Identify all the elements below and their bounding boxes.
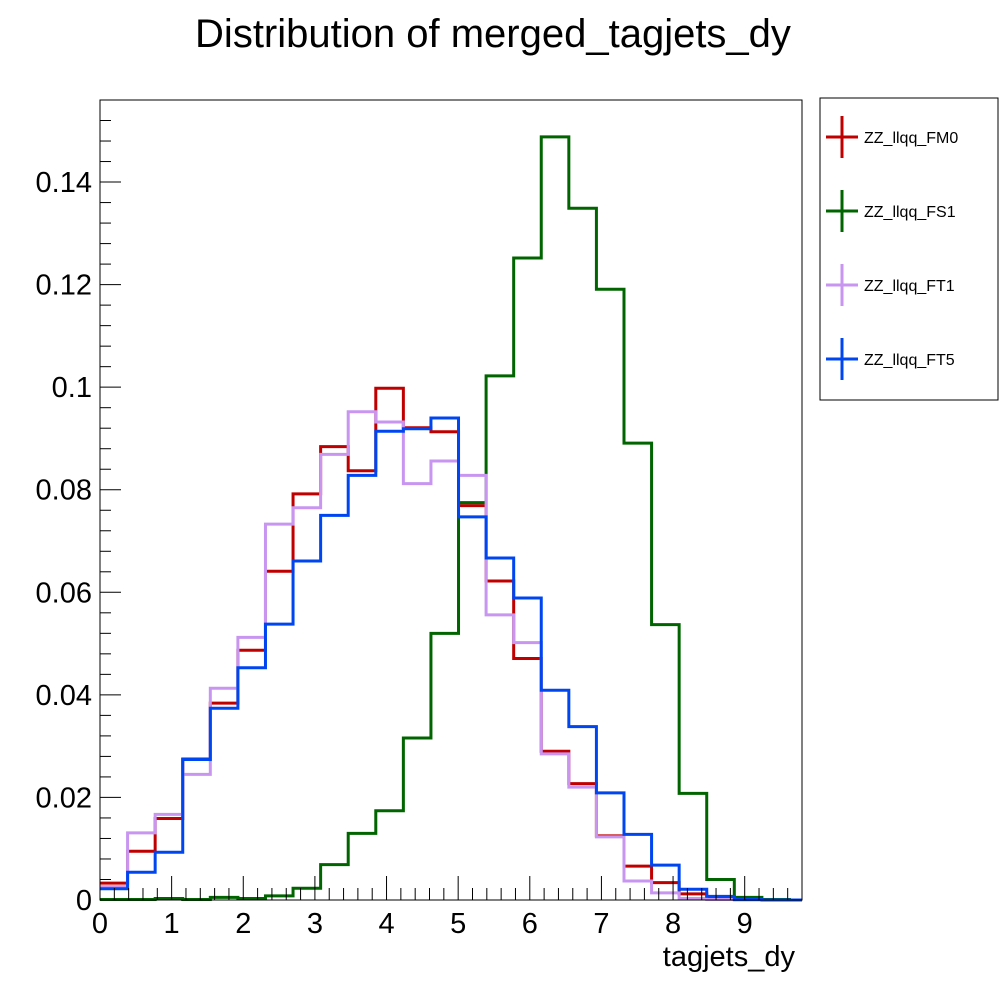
x-tick-label: 4 [378, 908, 394, 940]
x-tick-label: 5 [450, 908, 466, 940]
legend-label: ZZ_llqq_FM0 [864, 130, 958, 147]
series-ZZ_llqq_FS1 [100, 135, 802, 902]
series-ZZ_llqq_FM0 [100, 386, 802, 902]
series-layer [100, 135, 802, 902]
legend-entry: ZZ_llqq_FT1 [826, 264, 955, 306]
legend-label: ZZ_llqq_FT1 [864, 278, 955, 295]
legend-entry: ZZ_llqq_FS1 [826, 190, 956, 232]
series-ZZ_llqq_FT1 [100, 410, 802, 902]
series-line [100, 135, 802, 902]
x-tick-label: 2 [235, 908, 251, 940]
legend: ZZ_llqq_FM0 ZZ_llqq_FS1 ZZ_llqq_FT1 ZZ_llqq… [819, 97, 999, 401]
chart-title: Distribution of merged_tagjets_dy [195, 12, 791, 56]
x-tick-label: 6 [522, 908, 538, 940]
plot-frame [99, 99, 803, 901]
legend-label: ZZ_llqq_FS1 [864, 204, 956, 221]
y-tick-label: 0.08 [36, 475, 92, 507]
x-tick-label: 7 [593, 908, 609, 940]
x-tick-label: 1 [164, 908, 180, 940]
y-tick-label: 0.04 [36, 680, 92, 712]
x-axis-title: tagjets_dy [663, 941, 796, 973]
legend-entry: ZZ_llqq_FT5 [826, 338, 955, 380]
legend-box [819, 97, 999, 401]
series-line [100, 410, 802, 902]
series-line [100, 416, 802, 902]
legend-entry: ZZ_llqq_FM0 [826, 116, 958, 158]
axis-layer: 0 1 2 3 4 5 6 7 8 9 0 0.02 0.04 0.06 0.08 0.1 0.12 0.14 [36, 120, 803, 940]
x-tick-label: 9 [737, 908, 753, 940]
x-tick-label: 3 [307, 908, 323, 940]
y-tick-label: 0.06 [36, 577, 92, 609]
y-tick-label: 0.1 [52, 372, 92, 404]
y-tick-label: 0 [76, 885, 92, 917]
x-tick-label: 0 [92, 908, 108, 940]
legend-entries: ZZ_llqq_FM0 ZZ_llqq_FS1 ZZ_llqq_FT1 ZZ_llqq… [826, 116, 958, 380]
series-ZZ_llqq_FT5 [100, 416, 802, 902]
x-tick-label: 8 [665, 908, 681, 940]
series-line [100, 386, 802, 902]
y-tick-label: 0.02 [36, 782, 92, 814]
legend-label: ZZ_llqq_FT5 [864, 352, 955, 369]
y-tick-label: 0.14 [36, 167, 92, 199]
y-tick-label: 0.12 [36, 270, 92, 302]
